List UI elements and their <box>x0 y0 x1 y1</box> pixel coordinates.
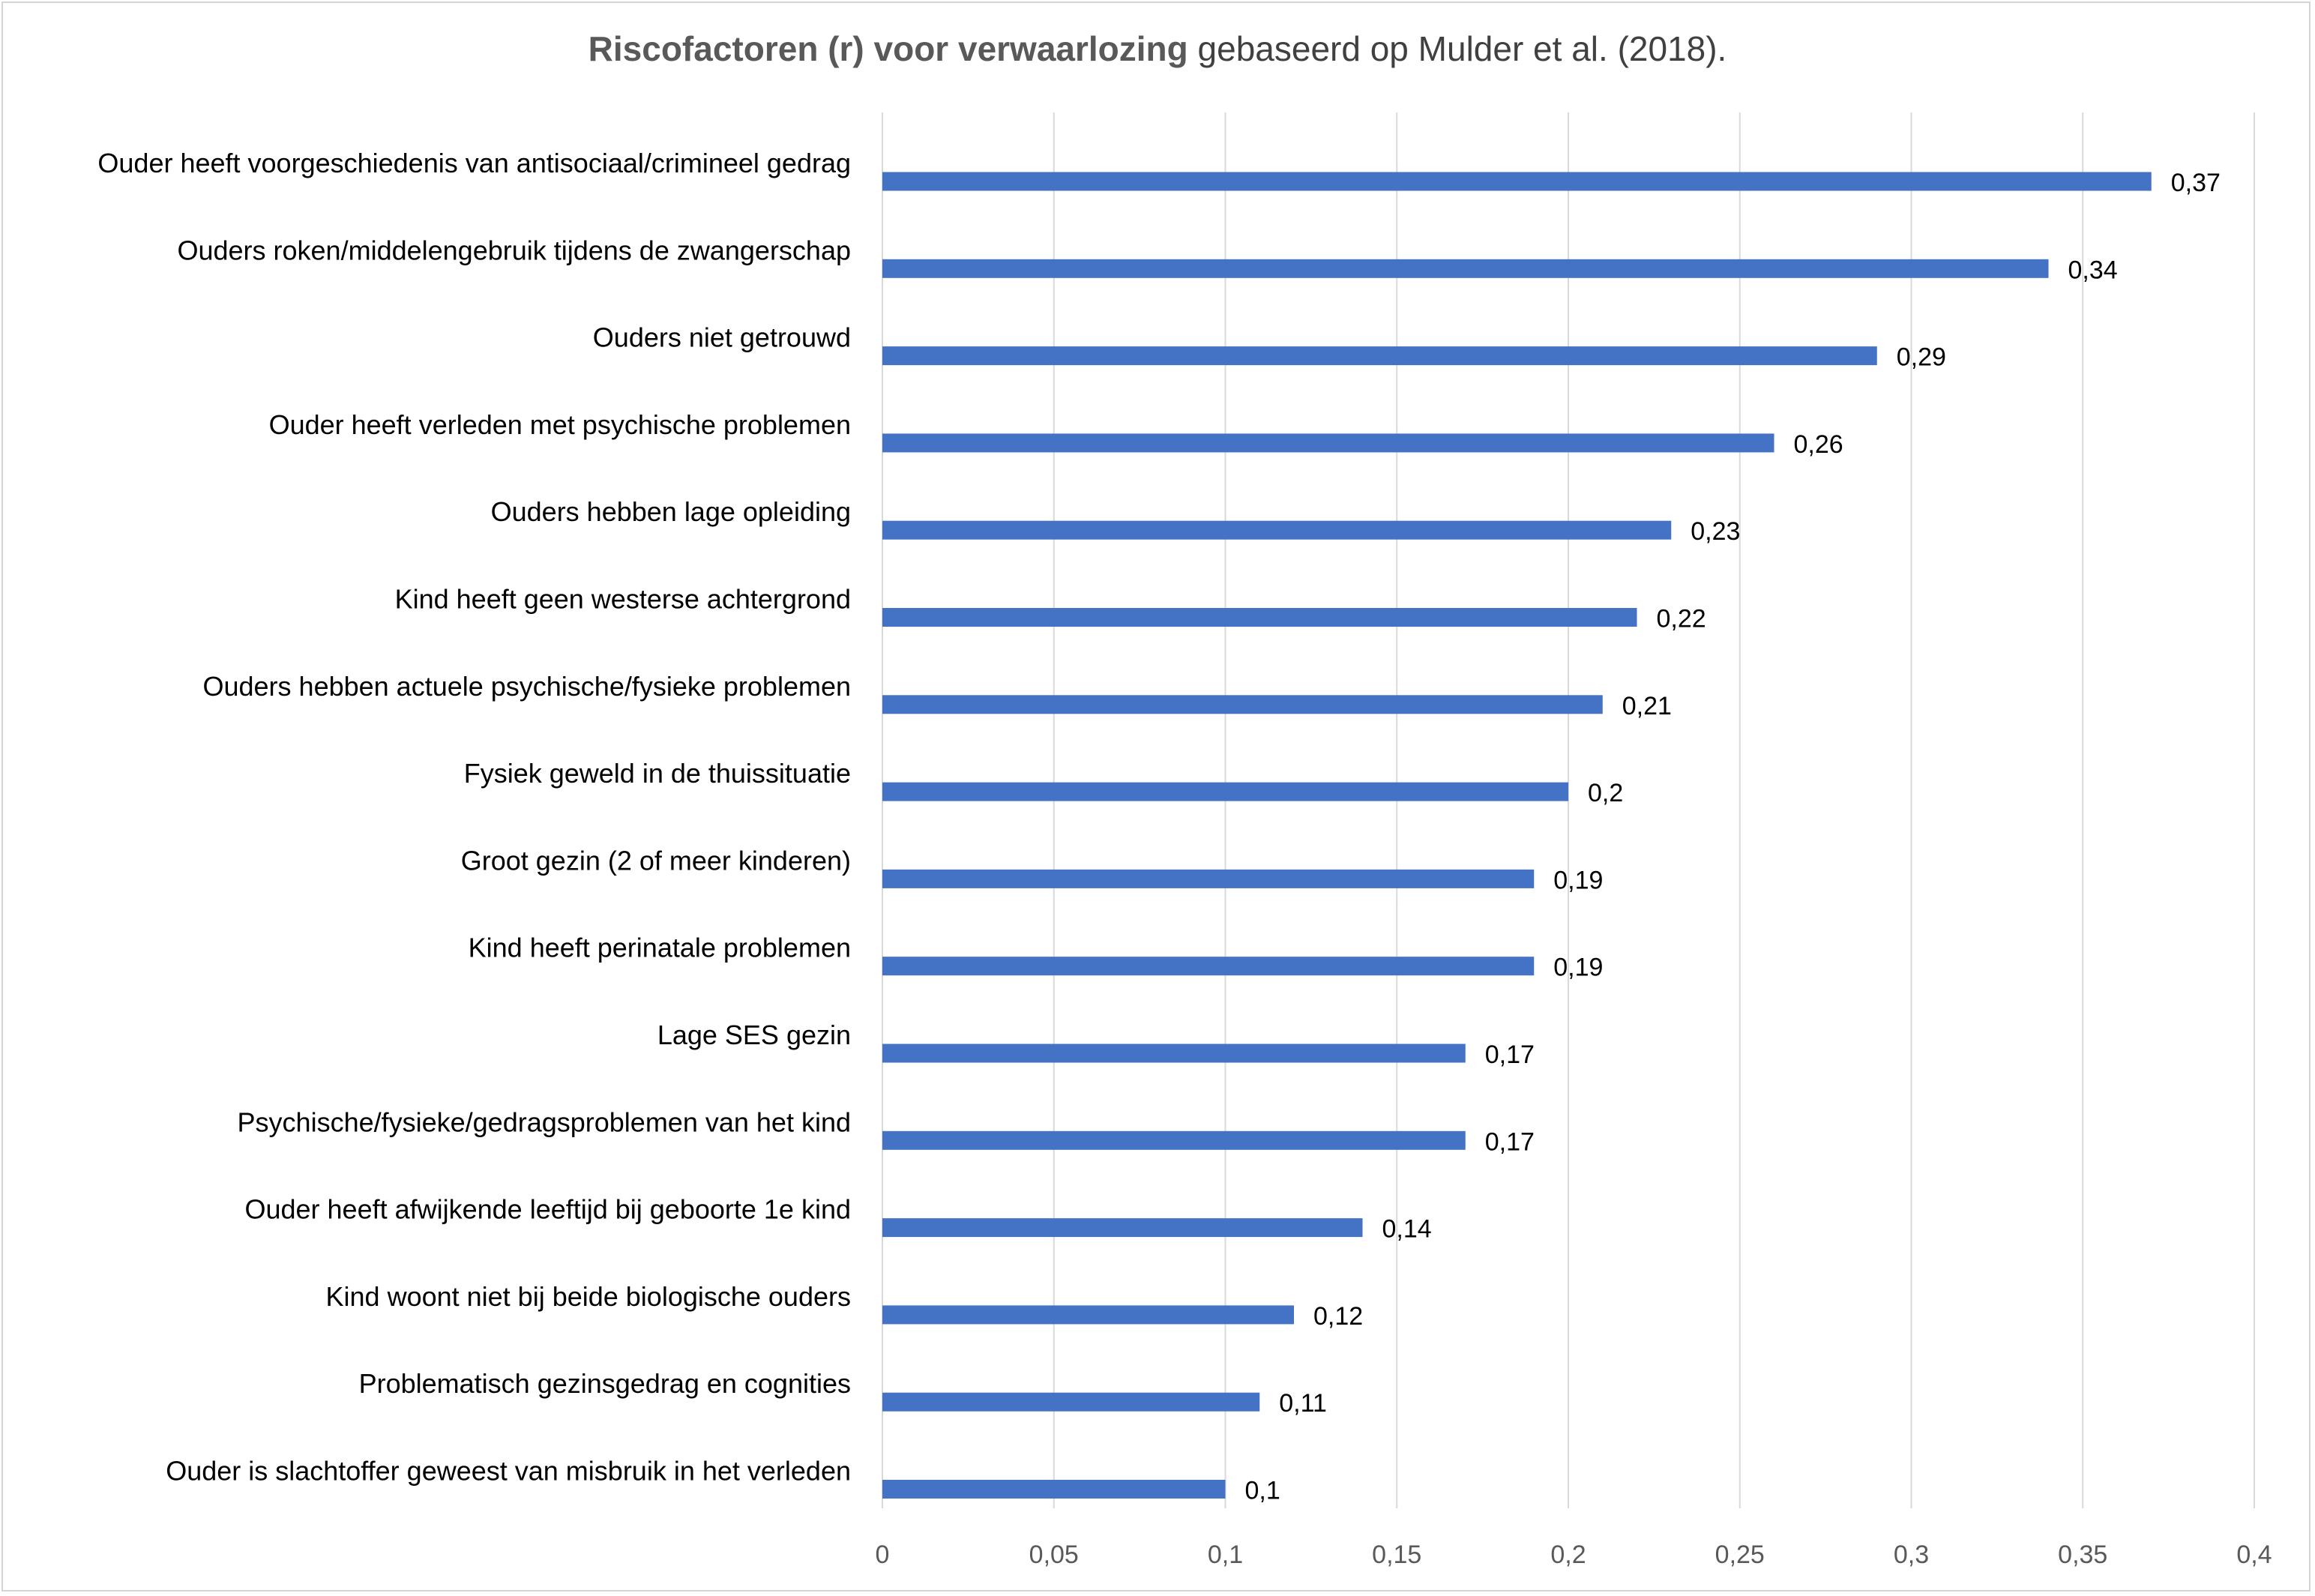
bar <box>882 520 1672 540</box>
bars <box>882 172 2152 1499</box>
category-label: Problematisch gezinsgedrag en cognities <box>359 1368 851 1399</box>
data-label: 0,1 <box>1245 1477 1280 1505</box>
category-label: Ouder heeft voorgeschiedenis van antisoc… <box>97 148 851 178</box>
bar <box>882 1305 1294 1325</box>
bar <box>882 608 1637 627</box>
category-label: Ouder heeft verleden met psychische prob… <box>269 409 851 440</box>
data-label: 0,29 <box>1897 343 1946 372</box>
category-label: Psychische/fysieke/gedragsproblemen van … <box>238 1106 851 1137</box>
data-label: 0,19 <box>1553 866 1603 894</box>
data-label: 0,26 <box>1794 430 1843 459</box>
bar <box>882 869 1535 888</box>
data-labels: 0,37 0,34 0,29 0,26 0,23 0,22 0,21 0,2 0,19 0,19 0… <box>1245 169 2221 1505</box>
data-label: 0,14 <box>1382 1215 1432 1244</box>
category-label: Kind woont niet bij beide biologische ou… <box>326 1281 851 1312</box>
x-tick-label: 0,05 <box>1029 1541 1079 1569</box>
chart-subtitle: gebaseerd op Mulder et al. (2018). <box>1197 29 1727 68</box>
data-label: 0,17 <box>1485 1041 1535 1069</box>
data-label: 0,22 <box>1657 605 1706 633</box>
chart-title-main: Riscofactoren (r) voor verwaarlozing <box>588 29 1188 68</box>
x-tick-label: 0,2 <box>1550 1541 1586 1569</box>
bar <box>882 957 1535 976</box>
x-axis-ticks: 0 0,05 0,1 0,15 0,2 0,25 0,3 0,35 0,4 <box>876 1541 2272 1569</box>
bar <box>882 433 1774 453</box>
data-label: 0,11 <box>1279 1389 1327 1418</box>
category-label: Fysiek geweld in de thuissituatie <box>464 758 851 789</box>
category-label: Ouders hebben lage opleiding <box>491 496 851 527</box>
data-label: 0,17 <box>1485 1127 1535 1156</box>
data-label: 0,12 <box>1313 1302 1363 1331</box>
category-label: Ouder is slachtoffer geweest van misbrui… <box>166 1456 851 1487</box>
bar <box>882 1392 1260 1412</box>
bar <box>882 346 1877 366</box>
bar <box>882 1218 1363 1238</box>
x-tick-label: 0,25 <box>1715 1541 1765 1569</box>
x-tick-label: 0,4 <box>2236 1541 2272 1569</box>
bar <box>882 1130 1466 1150</box>
x-tick-label: 0,3 <box>1894 1541 1929 1569</box>
category-label: Ouders roken/middelengebruik tijdens de … <box>177 235 851 265</box>
x-tick-label: 0,35 <box>2058 1541 2107 1569</box>
x-tick-label: 0,15 <box>1372 1541 1421 1569</box>
x-tick-label: 0 <box>876 1541 890 1569</box>
category-label: Ouders niet getrouwd <box>593 322 851 353</box>
category-label: Ouders hebben actuele psychische/fysieke… <box>202 671 851 702</box>
data-label: 0,2 <box>1588 779 1623 807</box>
category-label: Kind heeft geen westerse achtergrond <box>395 584 851 615</box>
category-labels: Ouder heeft voorgeschiedenis van antisoc… <box>97 148 851 1487</box>
category-label: Lage SES gezin <box>657 1020 851 1050</box>
bar <box>882 1480 1226 1499</box>
data-label: 0,23 <box>1691 517 1740 546</box>
category-label: Ouder heeft afwijkende leeftijd bij gebo… <box>244 1194 851 1225</box>
data-label: 0,37 <box>2171 169 2221 197</box>
data-label: 0,21 <box>1622 692 1672 720</box>
x-tick-label: 0,1 <box>1208 1541 1243 1569</box>
gridlines <box>882 112 2255 1508</box>
data-label: 0,19 <box>1553 954 1603 982</box>
bar <box>882 695 1603 714</box>
category-label: Kind heeft perinatale problemen <box>469 933 851 963</box>
chart-title: Riscofactoren (r) voor verwaarlozing geb… <box>0 28 2315 69</box>
bar <box>882 172 2152 191</box>
data-label: 0,34 <box>2068 256 2118 284</box>
bar <box>882 259 2049 278</box>
bar <box>882 782 1568 801</box>
category-label: Groot gezin (2 of meer kinderen) <box>461 845 851 876</box>
bar <box>882 1044 1466 1063</box>
